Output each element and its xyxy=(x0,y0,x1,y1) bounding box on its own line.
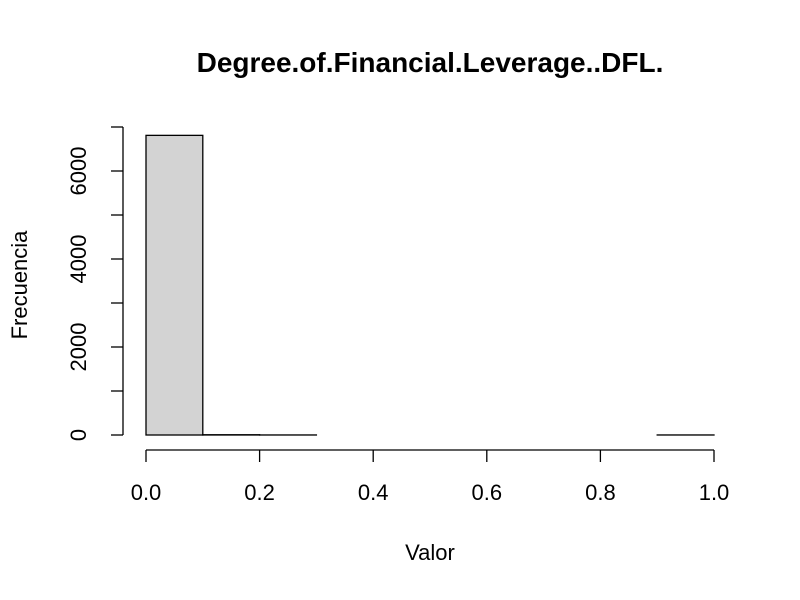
y-tick-label: 4000 xyxy=(66,235,91,284)
chart-title: Degree.of.Financial.Leverage..DFL. xyxy=(197,47,664,78)
x-tick-label: 1.0 xyxy=(699,480,730,505)
x-tick-label: 0.2 xyxy=(244,480,275,505)
x-tick-label: 0.6 xyxy=(472,480,503,505)
y-tick-label: 2000 xyxy=(66,323,91,372)
y-tick-label: 0 xyxy=(66,429,91,441)
x-tick-label: 0.4 xyxy=(358,480,389,505)
histogram-bar-0 xyxy=(145,134,204,436)
y-axis-title: Frecuencia xyxy=(7,230,32,340)
y-axis: 0 2000 4000 6000 xyxy=(66,126,124,441)
x-axis-title: Valor xyxy=(405,540,455,565)
y-tick-label: 6000 xyxy=(66,147,91,196)
x-tick-label: 0.0 xyxy=(131,480,162,505)
x-axis: 0.0 0.2 0.4 0.6 0.8 1.0 xyxy=(131,449,730,505)
x-tick-label: 0.8 xyxy=(585,480,616,505)
histogram-bars xyxy=(145,134,715,436)
